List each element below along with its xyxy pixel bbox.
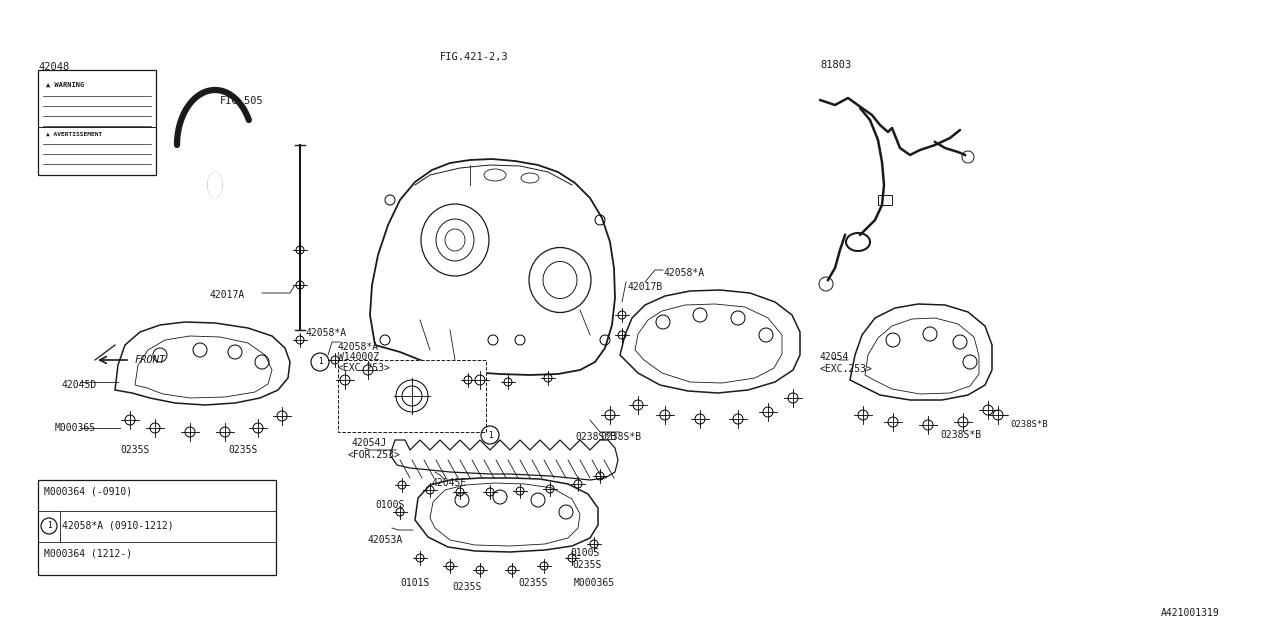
Text: FRONT: FRONT <box>134 355 166 365</box>
Text: 0238S*B: 0238S*B <box>1010 420 1047 429</box>
Text: 81803: 81803 <box>820 60 851 70</box>
Text: 42045D: 42045D <box>61 380 97 390</box>
Text: ▲ AVERTISSEMENT: ▲ AVERTISSEMENT <box>46 132 102 137</box>
Text: A421001319: A421001319 <box>1161 608 1220 618</box>
Text: 42045E: 42045E <box>433 478 467 488</box>
Text: <EXC.253>: <EXC.253> <box>338 363 390 373</box>
Text: M000365: M000365 <box>55 423 96 433</box>
Text: 42053A: 42053A <box>369 535 403 545</box>
Text: 0100S: 0100S <box>570 548 599 558</box>
Text: <EXC.253>: <EXC.253> <box>820 364 873 374</box>
Text: 1: 1 <box>317 358 323 367</box>
Text: 0101S: 0101S <box>399 578 429 588</box>
Text: 0100S: 0100S <box>375 500 404 510</box>
Text: M000365: M000365 <box>573 578 616 588</box>
Text: ▲ WARNING: ▲ WARNING <box>46 82 84 88</box>
Text: 42017A: 42017A <box>210 290 246 300</box>
Bar <box>878 195 892 205</box>
Text: 42017B: 42017B <box>628 282 663 292</box>
Text: 0235S: 0235S <box>518 578 548 588</box>
Text: FIG.505: FIG.505 <box>220 96 264 106</box>
Text: 42058*A (0910-1212): 42058*A (0910-1212) <box>61 520 174 530</box>
Text: 0235S: 0235S <box>572 560 602 570</box>
Bar <box>338 360 486 432</box>
Text: 42058*A: 42058*A <box>338 342 379 352</box>
Text: 0235S: 0235S <box>228 445 257 455</box>
Text: FIG.421-2,3: FIG.421-2,3 <box>440 52 508 62</box>
Text: 0238S*B: 0238S*B <box>940 430 982 440</box>
Polygon shape <box>209 172 221 198</box>
Text: 42054J: 42054J <box>352 438 388 448</box>
Text: W14000Z: W14000Z <box>338 352 379 362</box>
Text: 42058*A: 42058*A <box>663 268 704 278</box>
Text: 42058*A: 42058*A <box>305 328 346 338</box>
Text: M000364 (1212-): M000364 (1212-) <box>44 548 132 558</box>
Text: M000364 (-0910): M000364 (-0910) <box>44 486 132 496</box>
Text: 0238S*B: 0238S*B <box>575 432 616 442</box>
Text: 42048: 42048 <box>38 62 69 72</box>
Text: 1: 1 <box>46 522 51 531</box>
Text: 0238S*B: 0238S*B <box>600 432 641 442</box>
Text: 0235S: 0235S <box>452 582 481 592</box>
Text: 42054: 42054 <box>820 352 850 362</box>
Text: 1: 1 <box>488 431 493 440</box>
Bar <box>38 70 156 175</box>
Bar <box>38 480 276 575</box>
Text: 0235S: 0235S <box>120 445 150 455</box>
Text: <FOR.253>: <FOR.253> <box>348 450 401 460</box>
